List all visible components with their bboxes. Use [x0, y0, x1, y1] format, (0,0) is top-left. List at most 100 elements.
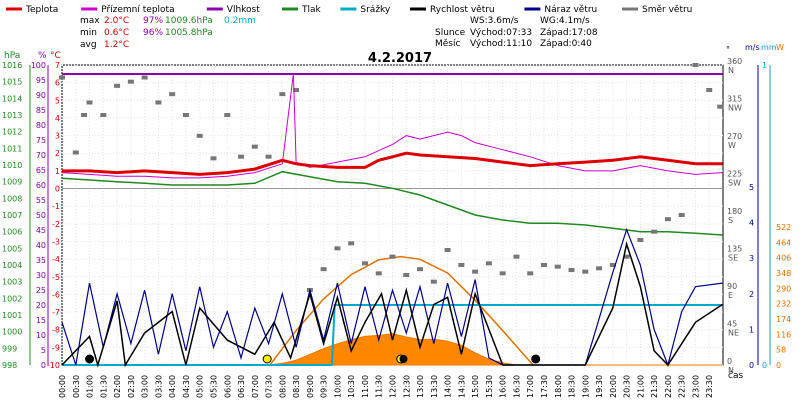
tick-temp-15: 5	[55, 96, 60, 105]
tick-dir-4: 180	[727, 207, 742, 216]
tick-hpa-4: 1002	[2, 294, 22, 303]
tick-hpa-16: 1014	[2, 94, 22, 103]
tick-dir-1: 45	[727, 320, 737, 329]
tick-hpa-8: 1006	[2, 228, 22, 237]
point-wind-dir-36	[540, 263, 547, 267]
legend-label-7: Směr větru	[642, 5, 692, 15]
tick-temp-13: 3	[55, 132, 60, 141]
point-wind-dir-1	[72, 150, 79, 155]
axis-time-label: čas	[728, 370, 743, 381]
tick-dir-3: 135	[727, 245, 742, 254]
point-wind-dir-40	[596, 266, 603, 271]
moon-set: Západ:0:40	[540, 39, 592, 49]
tick-wind-2: 2	[749, 290, 754, 299]
tick-solar-7: 406	[776, 254, 791, 263]
tick-time-28: 14:00	[444, 375, 453, 398]
tick-solar-6: 348	[776, 269, 791, 278]
tick-time-46: 23:00	[691, 375, 700, 398]
tick-time-27: 13:30	[430, 375, 439, 398]
tick-time-31: 15:30	[485, 375, 494, 398]
stat-avg-label: avg	[80, 40, 97, 50]
legend: Teplota Přízemní teplota Vlhkost Tlak Srážky…	[6, 5, 692, 15]
tick-time-20: 10:00	[333, 375, 342, 398]
legend-label-6: Náraz větru	[544, 5, 597, 15]
tick-temp-4: -6	[52, 290, 60, 299]
tick-hpa-3: 1001	[2, 311, 22, 320]
tick-dir-5: 225	[727, 170, 742, 179]
tick-hum-10: 50	[36, 211, 46, 220]
tick-time-8: 04:00	[168, 375, 177, 398]
tick-compass-2: E	[728, 291, 733, 300]
tick-hum-18: 90	[36, 91, 46, 100]
tick-time-22: 11:00	[361, 375, 370, 398]
tick-time-47: 23:30	[705, 375, 714, 398]
tick-wind-4: 4	[749, 219, 754, 228]
point-wind-dir-13	[224, 113, 231, 117]
sun-set: Západ:17:08	[540, 28, 598, 38]
tick-compass-4: S	[728, 216, 733, 225]
point-wind-dir-4	[100, 113, 107, 117]
axis-hpa-unit: hPa	[4, 51, 20, 61]
tick-hum-17: 85	[36, 106, 46, 115]
tick-solar-9: 522	[776, 223, 791, 232]
tick-solar-4: 232	[776, 300, 791, 309]
point-wind-dir-47	[692, 63, 699, 67]
tick-solar-1: 58	[776, 346, 786, 355]
series-wind-gust	[61, 227, 723, 367]
legend-label-0: Teplota	[25, 5, 58, 15]
point-wind-dir-10	[182, 113, 189, 117]
axis-temp-unit: °C	[50, 51, 61, 61]
tick-hpa-6: 1004	[2, 261, 22, 270]
tick-temp-10: 0	[55, 185, 60, 194]
point-wind-dir-48	[706, 88, 713, 92]
tick-wind-5: 5	[749, 183, 754, 192]
tick-hpa-9: 1007	[2, 211, 22, 220]
point-wind-dir-26	[403, 273, 410, 277]
point-wind-dir-34	[513, 254, 520, 259]
tick-time-5: 02:30	[127, 375, 136, 398]
point-wind-dir-49	[717, 104, 724, 109]
tick-time-24: 12:00	[389, 375, 398, 398]
point-wind-dir-7	[141, 75, 148, 80]
axis-hum-unit: %	[38, 51, 47, 61]
tick-time-44: 22:00	[664, 375, 673, 398]
tick-temp-8: -2	[52, 220, 60, 229]
tick-hpa-18: 1016	[2, 61, 22, 70]
point-wind-dir-37	[554, 264, 561, 269]
tick-time-23: 11:30	[375, 375, 384, 398]
tick-hum-9: 45	[36, 226, 46, 235]
tick-hum-12: 60	[36, 181, 46, 190]
tick-time-38: 19:00	[581, 375, 590, 398]
tick-hum-7: 35	[36, 256, 46, 265]
stat-min-temp: 0.6°C	[104, 28, 129, 38]
tick-temp-6: -4	[52, 255, 60, 264]
sun-rise: Východ:07:33	[470, 28, 532, 38]
point-wind-dir-35	[527, 271, 534, 276]
tick-time-25: 12:30	[402, 375, 411, 398]
legend-label-5: Rychlost větru	[430, 5, 495, 15]
point-wind-dir-15	[251, 144, 258, 149]
tick-temp-11: 1	[55, 167, 60, 176]
tick-compass-7: NW	[728, 104, 742, 113]
stat-max-rain: 0.2mm	[224, 16, 256, 26]
tick-hum-6: 30	[36, 271, 46, 280]
tick-time-34: 17:00	[526, 375, 535, 398]
tick-hum-1: 5	[41, 346, 46, 355]
tick-dir-6: 270	[727, 132, 742, 141]
point-wind-dir-39	[582, 269, 589, 274]
tick-rain-0: 0	[762, 361, 767, 370]
tick-solar-3: 174	[776, 315, 791, 324]
tick-hpa-13: 1011	[2, 144, 22, 153]
legend-label-2: Vlhkost	[227, 5, 260, 15]
tick-time-32: 16:00	[499, 375, 508, 398]
series-rain	[62, 304, 723, 366]
tick-time-15: 07:30	[265, 375, 274, 398]
point-wind-dir-27	[417, 267, 424, 272]
series-pressure	[61, 170, 723, 236]
point-wind-dir-41	[609, 263, 616, 267]
tick-dir-7: 315	[727, 95, 742, 104]
point-wind-dir-0	[59, 75, 65, 80]
point-wind-dir-33	[499, 271, 506, 276]
series-ground-temp	[61, 73, 723, 179]
tick-solar-8: 464	[776, 238, 791, 247]
